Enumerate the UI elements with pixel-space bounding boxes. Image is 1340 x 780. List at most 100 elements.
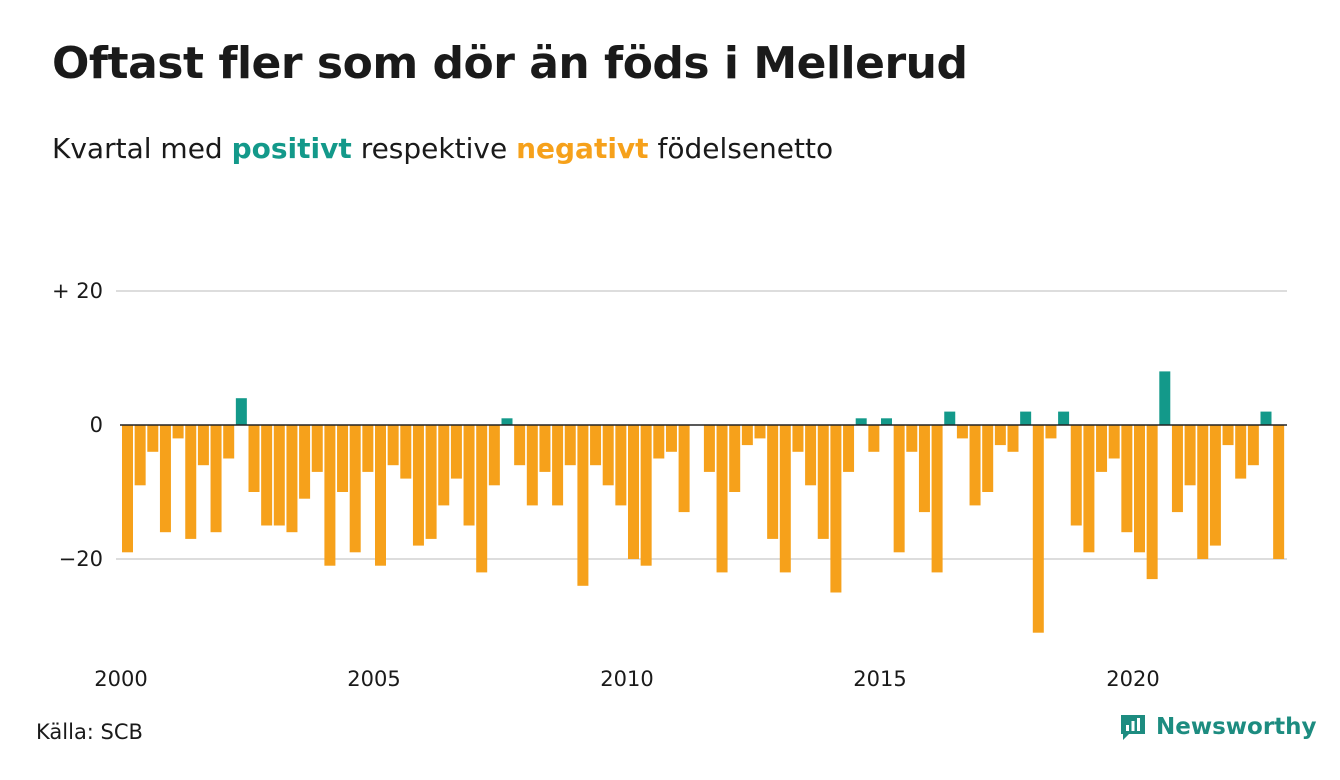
bar: [514, 425, 526, 466]
bar: [906, 425, 918, 452]
bar: [1146, 425, 1158, 580]
bar: [235, 398, 247, 425]
bar: [311, 425, 323, 472]
bar: [678, 425, 690, 513]
bar: [122, 425, 133, 553]
bar: [1247, 425, 1259, 466]
y-tick-label: 0: [90, 413, 103, 437]
bar: [703, 425, 715, 472]
bar: [805, 425, 817, 486]
bar: [843, 425, 855, 472]
bar: [476, 425, 488, 573]
bar: [273, 425, 285, 526]
x-tick-label: 2005: [347, 667, 400, 691]
subtitle-middle: respektive: [360, 132, 508, 165]
bar: [893, 425, 905, 553]
bar: [754, 425, 766, 439]
bar: [1235, 425, 1247, 479]
bar: [1171, 425, 1183, 513]
bar: [741, 425, 753, 446]
x-tick-label: 2000: [94, 667, 147, 691]
bar: [185, 425, 197, 539]
bar: [248, 425, 260, 492]
bar: [969, 425, 981, 506]
bar: [1058, 411, 1070, 425]
bar: [767, 425, 779, 539]
bar: [1108, 425, 1120, 459]
bar: [387, 425, 399, 466]
x-tick-label: 2020: [1106, 667, 1159, 691]
subtitle-positive-word: positivt: [231, 132, 352, 165]
bar: [147, 425, 159, 452]
subtitle-prefix: Kvartal med: [52, 132, 223, 165]
bar: [1197, 425, 1209, 559]
bar-chart-speech-icon: [1121, 715, 1145, 740]
bar: [564, 425, 576, 466]
bar: [792, 425, 804, 452]
chart-title: Oftast fler som dör än föds i Mellerud: [52, 38, 968, 89]
bar: [400, 425, 412, 479]
bar: [855, 418, 867, 425]
bar: [830, 425, 842, 593]
bar: [1159, 371, 1171, 425]
brand-logo: Newsworthy: [1118, 712, 1317, 742]
bar: [463, 425, 475, 526]
bar: [349, 425, 361, 553]
bar: [615, 425, 627, 506]
bar: [488, 425, 500, 486]
bar: [210, 425, 222, 533]
bar: [1222, 425, 1234, 446]
bars: [122, 371, 1285, 633]
bar: [362, 425, 374, 472]
bar: [1007, 425, 1019, 452]
subtitle-suffix: födelsenetto: [657, 132, 834, 165]
bar: [1083, 425, 1095, 553]
bar: [640, 425, 652, 566]
bar: [653, 425, 665, 459]
bar: [501, 418, 513, 425]
bar: [526, 425, 538, 506]
bar: [931, 425, 943, 573]
bar: [438, 425, 450, 506]
bar: [602, 425, 614, 486]
bar: [1184, 425, 1196, 486]
bar: [337, 425, 349, 492]
bar: [450, 425, 462, 479]
bar: [1121, 425, 1133, 533]
bar: [590, 425, 602, 466]
axes: + 20 0 −20 2000 2005 2010 2015 2020: [52, 279, 1287, 691]
gridlines: [116, 290, 1287, 560]
bar: [918, 425, 930, 513]
bar: [134, 425, 146, 486]
bar: [1134, 425, 1145, 553]
bar: [1209, 425, 1221, 546]
bar: [994, 425, 1006, 446]
bar: [299, 425, 311, 499]
bar: [197, 425, 209, 466]
bar: [261, 425, 273, 526]
bar: [324, 425, 336, 566]
bar: [172, 425, 184, 439]
x-tick-label: 2010: [600, 667, 653, 691]
bar: [1032, 425, 1044, 633]
bar: [1070, 425, 1082, 526]
bar: [1096, 425, 1108, 472]
chart-subtitle: Kvartal med positivt respektive negativt…: [52, 132, 833, 165]
brand-name: Newsworthy: [1156, 714, 1317, 740]
bar: [868, 425, 880, 452]
bar-chart: + 20 0 −20 2000 2005 2010 2015 2020: [52, 279, 1287, 691]
bar: [159, 425, 171, 533]
bar: [375, 425, 386, 566]
bar: [956, 425, 968, 439]
y-tick-label: −20: [59, 547, 103, 571]
bar: [1260, 411, 1272, 425]
bar: [577, 425, 589, 586]
bar: [716, 425, 728, 573]
bar: [628, 425, 639, 559]
bar: [1273, 425, 1285, 559]
bar: [729, 425, 741, 492]
y-tick-label: + 20: [52, 279, 103, 303]
bar: [817, 425, 829, 539]
source-note: Källa: SCB: [36, 720, 143, 744]
subtitle-negative-word: negativt: [516, 132, 649, 165]
